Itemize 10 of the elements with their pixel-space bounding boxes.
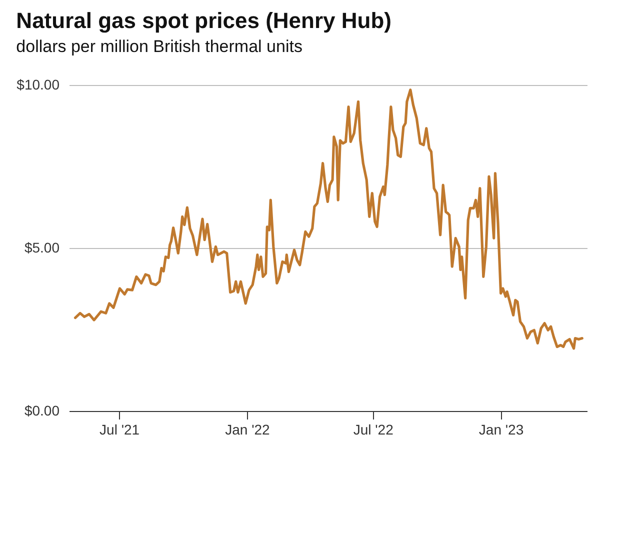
x-tick-label: Jul '22 [353,422,394,438]
line-series [74,88,584,350]
x-tick-label: Jan '22 [225,422,270,438]
y-tick-label: $5.00 [24,240,60,256]
x-tick-label: Jul '21 [100,422,140,438]
x-tick-label: Jan '23 [478,422,524,438]
y-tick-label: $10.00 [16,76,60,92]
chart-subtitle: dollars per million British thermal units [16,37,302,56]
chart-title: Natural gas spot prices (Henry Hub) [16,8,392,33]
y-tick-label: $0.00 [24,402,60,418]
